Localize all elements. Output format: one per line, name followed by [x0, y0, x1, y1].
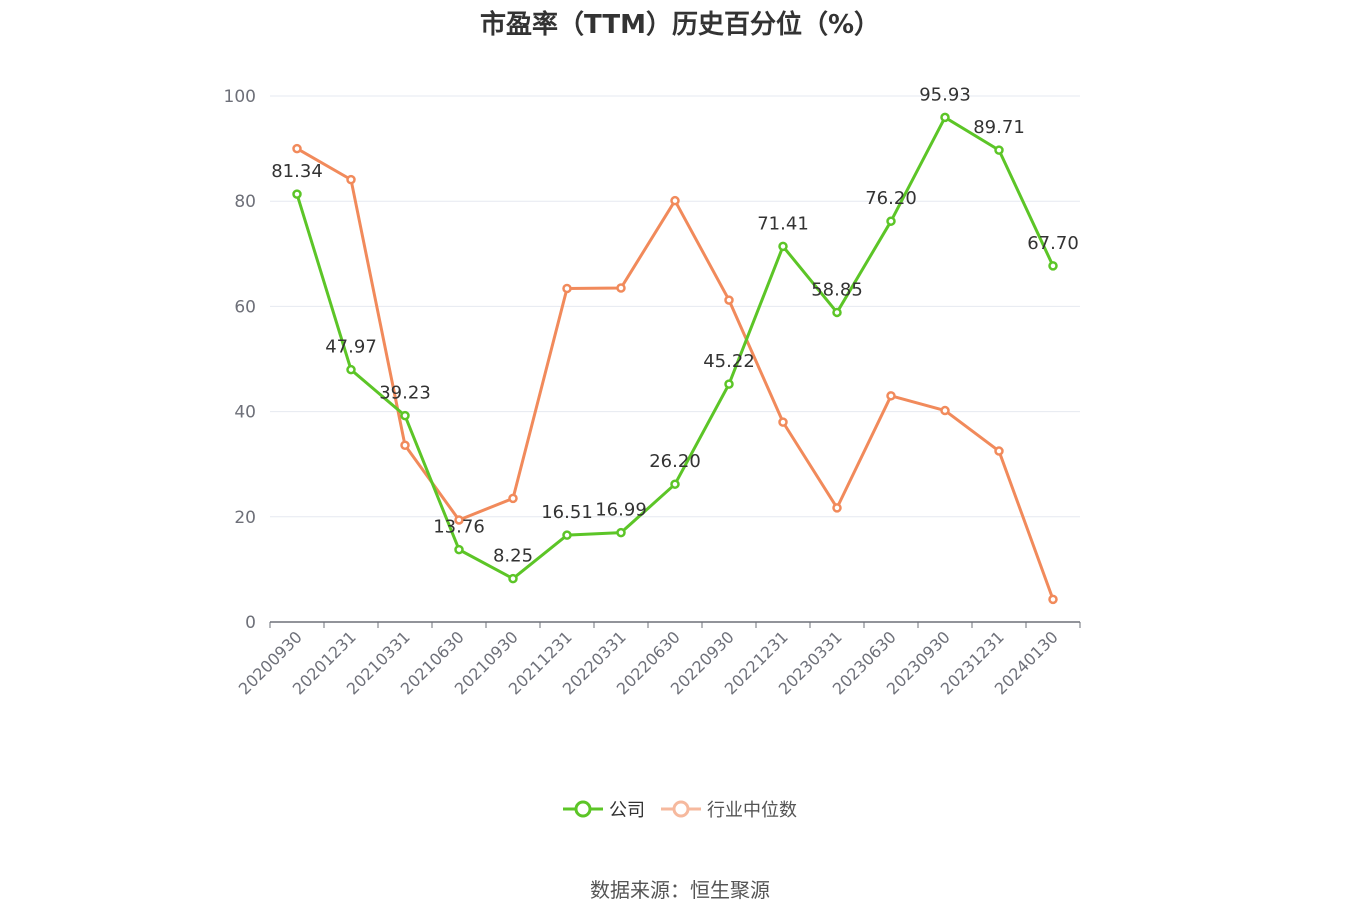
- company-data-point[interactable]: [454, 544, 464, 555]
- industry-data-point[interactable]: [508, 493, 518, 504]
- company-data-point[interactable]: [940, 112, 950, 123]
- company-data-label: 47.97: [325, 337, 377, 358]
- company-data-label: 8.25: [493, 546, 533, 567]
- y-tick-label: 40: [234, 403, 256, 423]
- company-data-label: 39.23: [379, 383, 431, 404]
- company-data-point[interactable]: [346, 364, 356, 375]
- company-data-label: 13.76: [433, 517, 485, 538]
- company-data-point[interactable]: [562, 530, 572, 540]
- y-tick-label: 0: [245, 613, 256, 633]
- company-data-point[interactable]: [616, 527, 626, 538]
- company-data-label: 45.22: [703, 351, 755, 372]
- legend-company-label: 公司: [609, 800, 645, 821]
- legend-item-company[interactable]: 公司: [563, 796, 645, 822]
- company-data-label: 58.85: [811, 279, 863, 300]
- legend-item-industry[interactable]: 行业中位数: [661, 796, 797, 822]
- industry-data-point[interactable]: [724, 295, 734, 305]
- industry-data-point[interactable]: [670, 195, 680, 206]
- legend: 公司 行业中位数: [0, 796, 1360, 822]
- industry-series-line: [296, 147, 1055, 600]
- industry-data-point[interactable]: [940, 405, 950, 416]
- y-tick-label: 100: [224, 87, 256, 107]
- y-tick-label: 80: [234, 192, 256, 212]
- company-data-point[interactable]: [724, 379, 734, 389]
- company-data-label: 81.34: [271, 161, 323, 182]
- chart-title: 市盈率（TTM）历史百分位（%）: [480, 10, 880, 40]
- legend-industry-icon: [661, 800, 701, 818]
- company-data-label: 16.51: [541, 502, 593, 523]
- industry-data-point[interactable]: [616, 283, 626, 293]
- y-tick-label: 60: [234, 297, 256, 317]
- industry-data-point[interactable]: [886, 391, 896, 401]
- industry-data-point[interactable]: [1048, 594, 1058, 605]
- company-data-point[interactable]: [670, 479, 680, 489]
- industry-data-point[interactable]: [400, 440, 410, 451]
- industry-data-point[interactable]: [994, 446, 1004, 456]
- company-data-label: 16.99: [595, 500, 647, 521]
- company-data-label: 71.41: [757, 213, 809, 234]
- industry-data-point[interactable]: [454, 515, 464, 525]
- company-data-label: 67.70: [1027, 233, 1079, 254]
- industry-data-point[interactable]: [778, 417, 788, 427]
- legend-industry-label: 行业中位数: [707, 800, 797, 821]
- company-data-point[interactable]: [400, 410, 410, 421]
- company-data-point[interactable]: [832, 307, 842, 318]
- company-data-point[interactable]: [778, 241, 788, 252]
- company-series-line: [295, 115, 1055, 581]
- chart-canvas: 0204060801002020093020201231202103312021…: [224, 84, 1081, 698]
- company-data-point[interactable]: [508, 573, 518, 584]
- company-data-point[interactable]: [292, 189, 302, 199]
- company-data-point[interactable]: [994, 145, 1004, 155]
- industry-data-point[interactable]: [832, 503, 842, 513]
- company-data-label: 26.20: [649, 451, 701, 472]
- industry-data-point[interactable]: [346, 174, 356, 185]
- company-data-label: 95.93: [919, 84, 971, 105]
- industry-data-point[interactable]: [292, 143, 302, 154]
- data-source: 数据来源：恒生聚源: [590, 878, 770, 902]
- y-tick-label: 20: [234, 508, 256, 528]
- company-data-point[interactable]: [1048, 261, 1058, 271]
- company-data-point[interactable]: [886, 216, 896, 226]
- company-data-label: 76.20: [865, 188, 917, 209]
- legend-company-icon: [563, 800, 603, 818]
- industry-data-point[interactable]: [562, 283, 572, 294]
- company-data-label: 89.71: [973, 117, 1025, 138]
